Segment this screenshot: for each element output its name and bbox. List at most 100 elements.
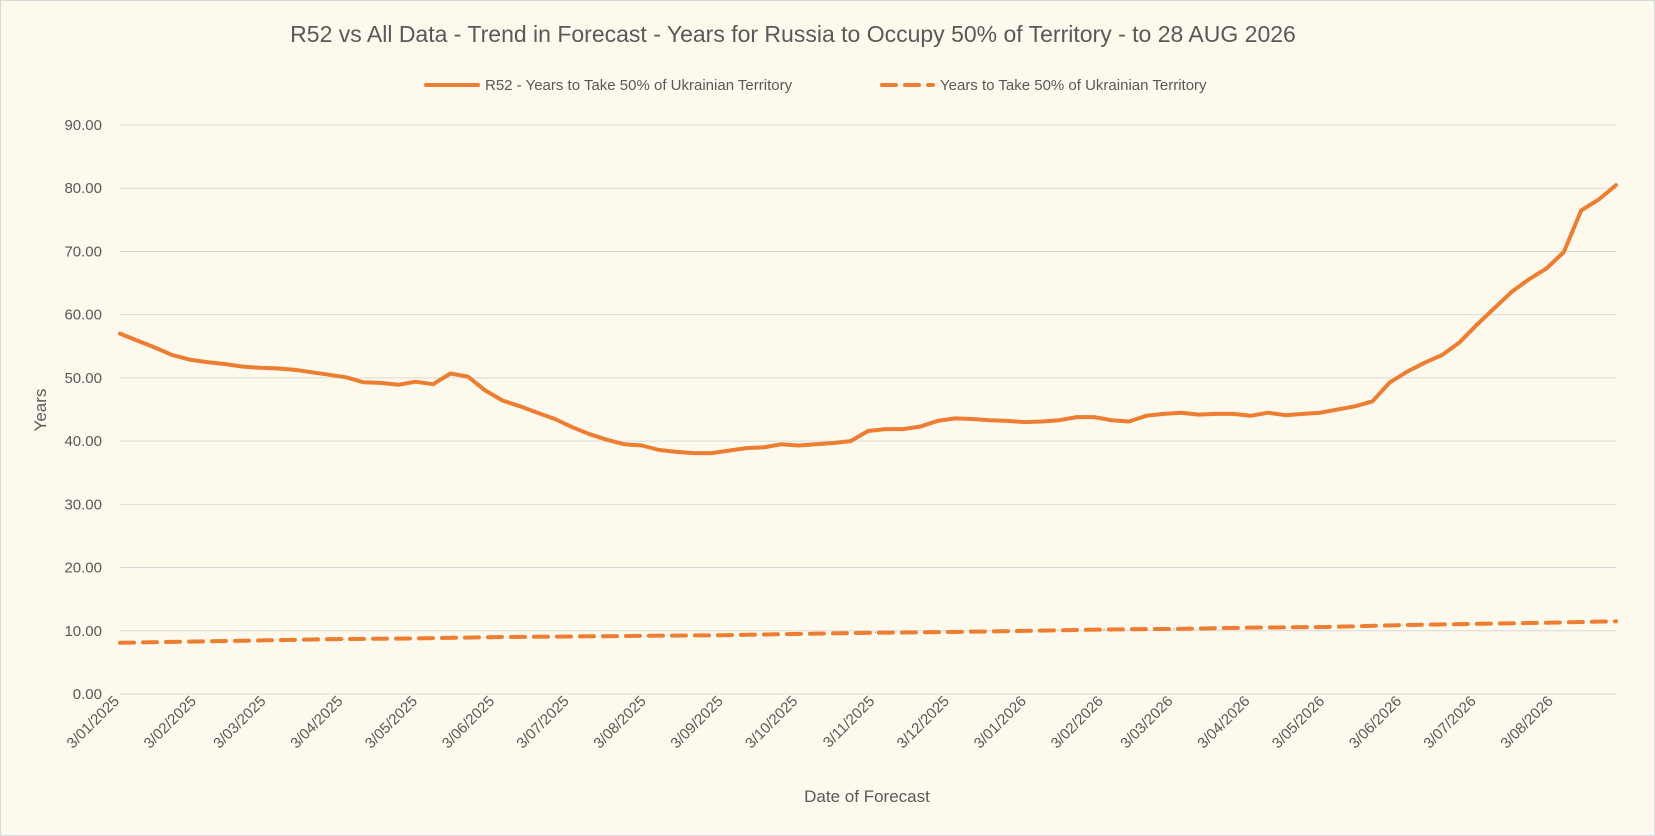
data-point-r52 xyxy=(763,446,765,449)
data-point-r52 xyxy=(919,425,921,428)
data-point-all-data xyxy=(949,631,951,633)
data-point-r52 xyxy=(1180,412,1182,414)
x-tick-label: 3/04/2025 xyxy=(287,693,346,752)
data-point-r52 xyxy=(589,433,591,435)
data-point-all-data xyxy=(646,635,648,637)
data-point-r52 xyxy=(780,443,782,445)
data-point-r52 xyxy=(1493,307,1495,309)
data-point-r52 xyxy=(1023,421,1026,423)
data-point-r52 xyxy=(275,367,278,370)
data-point-r52 xyxy=(1389,381,1391,383)
data-point-r52 xyxy=(989,419,991,421)
chart-title: R52 vs All Data - Trend in Forecast - Ye… xyxy=(290,21,1296,47)
x-tick-label: 3/09/2025 xyxy=(667,693,726,752)
data-point-r52 xyxy=(1058,419,1060,421)
data-point-r52 xyxy=(641,444,643,447)
data-point-all-data xyxy=(1250,627,1252,629)
data-point-r52 xyxy=(1354,405,1356,407)
y-tick-label: 50.00 xyxy=(64,370,102,387)
y-tick-label: 0.00 xyxy=(73,686,102,703)
x-tick-label: 3/07/2025 xyxy=(513,693,572,752)
y-axis-title: Years xyxy=(31,389,50,432)
data-point-r52 xyxy=(797,444,800,447)
data-point-r52 xyxy=(745,447,747,449)
data-point-r52 xyxy=(136,339,138,342)
data-point-r52 xyxy=(1093,416,1095,418)
x-tick-label: 3/08/2026 xyxy=(1497,693,1556,752)
y-tick-label: 80.00 xyxy=(64,180,102,197)
data-point-all-data xyxy=(1401,624,1403,626)
data-point-r52 xyxy=(1580,209,1582,211)
data-point-r52 xyxy=(554,418,556,420)
data-point-all-data xyxy=(874,632,877,634)
data-point-r52 xyxy=(936,420,939,422)
data-point-r52 xyxy=(1441,354,1443,356)
x-axis-title: Date of Forecast xyxy=(804,787,930,806)
data-point-r52 xyxy=(380,382,382,384)
data-point-r52 xyxy=(154,346,156,349)
data-point-r52 xyxy=(1319,412,1321,414)
data-point-r52 xyxy=(832,442,834,444)
data-point-r52 xyxy=(1006,420,1008,422)
data-point-r52 xyxy=(293,369,295,371)
data-point-r52 xyxy=(1371,400,1374,402)
data-point-r52 xyxy=(676,451,678,453)
data-point-r52 xyxy=(902,428,904,430)
data-point-all-data xyxy=(196,640,198,643)
data-point-r52 xyxy=(328,374,330,376)
data-point-r52 xyxy=(484,389,486,392)
data-point-r52 xyxy=(519,405,521,407)
data-point-r52 xyxy=(867,430,869,432)
data-point-r52 xyxy=(206,361,208,363)
data-point-all-data xyxy=(1324,626,1326,628)
data-point-r52 xyxy=(1076,416,1078,418)
data-point-r52 xyxy=(449,372,452,375)
x-tick-label: 3/02/2026 xyxy=(1048,693,1107,752)
data-point-r52 xyxy=(710,452,713,454)
series-lines xyxy=(118,183,1618,645)
data-point-all-data xyxy=(1026,630,1028,632)
legend-label-all-data: Years to Take 50% of Ukrainian Territory xyxy=(940,77,1207,94)
x-tick-label: 3/08/2025 xyxy=(590,693,649,752)
x-tick-label: 3/05/2026 xyxy=(1269,693,1328,752)
data-point-r52 xyxy=(623,443,626,445)
data-point-r52 xyxy=(258,367,260,369)
data-point-r52 xyxy=(815,443,817,445)
data-point-r52 xyxy=(1424,362,1426,364)
data-point-r52 xyxy=(310,371,312,373)
data-point-all-data xyxy=(1103,628,1105,631)
x-tick-label: 3/04/2026 xyxy=(1194,693,1253,752)
data-point-r52 xyxy=(432,383,434,385)
data-point-all-data xyxy=(797,633,800,635)
data-point-r52 xyxy=(1215,413,1217,415)
data-point-r52 xyxy=(1337,408,1339,411)
data-point-r52 xyxy=(345,376,347,378)
data-point-r52 xyxy=(693,452,695,454)
data-point-r52 xyxy=(1145,415,1147,417)
data-point-all-data xyxy=(1553,621,1555,624)
x-tick-label: 3/12/2025 xyxy=(894,693,953,752)
data-point-r52 xyxy=(241,365,243,368)
x-tick-label: 3/11/2025 xyxy=(820,693,878,751)
x-tick-label: 3/01/2026 xyxy=(971,693,1030,752)
x-tick-label: 3/10/2025 xyxy=(742,693,801,752)
data-point-r52 xyxy=(606,439,608,441)
data-point-all-data xyxy=(266,639,268,641)
data-point-r52 xyxy=(119,333,121,335)
series-line-all-data xyxy=(118,619,1618,645)
data-point-r52 xyxy=(415,381,417,383)
data-point-all-data xyxy=(417,637,419,639)
data-point-r52 xyxy=(1615,184,1617,186)
data-point-r52 xyxy=(188,358,191,361)
data-point-all-data xyxy=(569,635,571,638)
x-tick-label: 3/06/2026 xyxy=(1346,693,1405,752)
x-tick-label: 3/06/2025 xyxy=(439,693,498,752)
data-point-r52 xyxy=(1163,413,1165,415)
y-axis-ticks: 0.00 10.00 20.00 30.00 40.00 50.00 60.00 70.00 8… xyxy=(64,117,102,703)
y-tick-label: 20.00 xyxy=(64,560,102,577)
data-point-r52 xyxy=(1267,412,1269,414)
legend: R52 - Years to Take 50% of Ukrainian Ter… xyxy=(424,77,1207,94)
data-point-all-data xyxy=(494,636,496,638)
